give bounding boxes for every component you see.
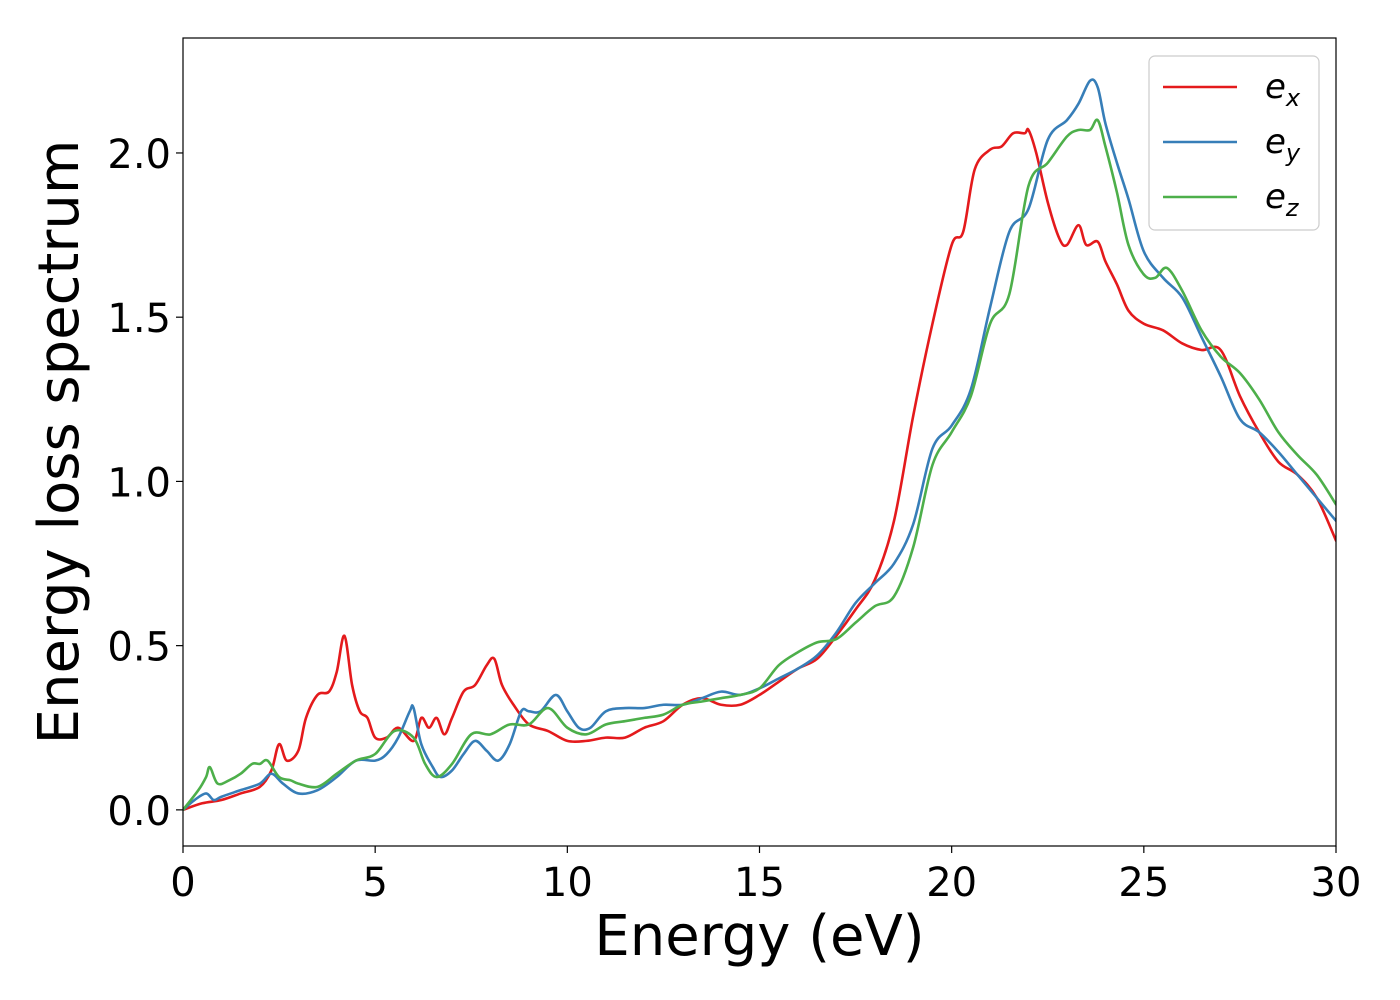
legend-label-ez: ez xyxy=(1265,177,1300,222)
x-tick-label: 25 xyxy=(1118,860,1169,906)
x-axis-label: Energy (eV) xyxy=(594,904,924,969)
legend-label-base: e xyxy=(1265,122,1286,162)
y-tick-label: 0.5 xyxy=(107,625,171,671)
x-tick-label: 5 xyxy=(362,860,387,906)
x-tick-label: 15 xyxy=(734,860,785,906)
x-tick-label: 30 xyxy=(1311,860,1362,906)
y-axis-label: Energy loss spectrum xyxy=(27,140,92,745)
y-tick-label: 1.0 xyxy=(107,460,171,506)
legend-label-base: e xyxy=(1265,177,1286,217)
legend-label-subscript: y xyxy=(1285,139,1301,167)
legend-label-ex: ex xyxy=(1265,67,1301,112)
legend-label-subscript: z xyxy=(1285,194,1300,222)
y-tick-label: 0.0 xyxy=(107,789,171,835)
x-axis: 0 5 10 15 20 25 30 xyxy=(170,846,1361,906)
legend-label-ey: ey xyxy=(1265,122,1301,167)
y-tick-label: 1.5 xyxy=(107,296,171,342)
x-tick-label: 20 xyxy=(926,860,977,906)
series-layer xyxy=(183,78,1336,812)
y-tick-label: 2.0 xyxy=(107,132,171,178)
y-axis: 0.0 0.5 1.0 1.5 2.0 xyxy=(107,132,183,835)
legend-label-base: e xyxy=(1265,67,1286,107)
x-tick-label: 0 xyxy=(170,860,195,906)
series-line-ez xyxy=(183,118,1336,812)
x-tick-label: 10 xyxy=(542,860,593,906)
legend-label-subscript: x xyxy=(1285,84,1301,112)
